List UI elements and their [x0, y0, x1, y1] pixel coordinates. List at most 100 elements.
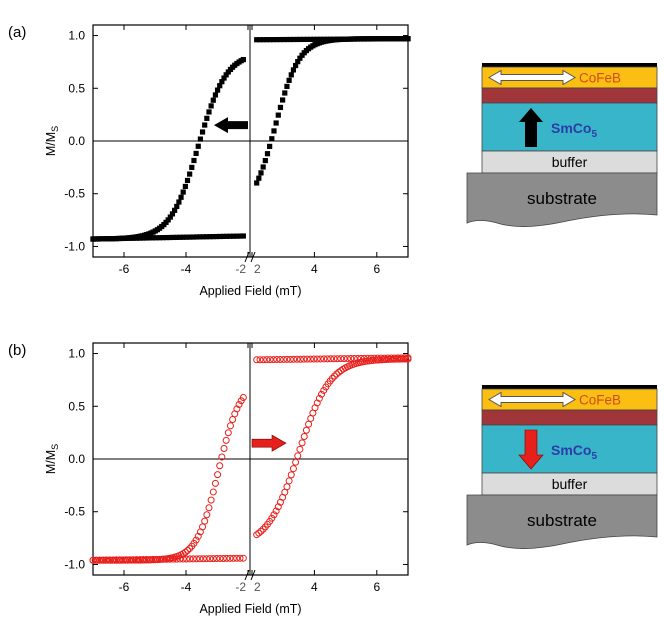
data-point	[265, 151, 270, 156]
x-tick-label: 4	[311, 580, 318, 594]
panel-label: (a)	[8, 24, 26, 41]
data-point	[258, 170, 263, 175]
data-point	[198, 136, 203, 141]
data-point	[183, 184, 188, 189]
layer-stack-schematic: CoFeBSmCo5buffersubstrate	[467, 63, 657, 227]
data-point	[278, 105, 283, 110]
data-point	[290, 466, 296, 472]
y-tick-label: 0.0	[68, 452, 85, 466]
data-point	[267, 144, 272, 149]
data-point	[271, 128, 276, 133]
data-point	[286, 478, 292, 484]
data-point	[230, 416, 236, 422]
panel-label: (b)	[8, 342, 26, 359]
x-tick-label: 2	[254, 262, 261, 276]
panel-b: (b) -1.0 -0.5 0.0 0.5 1.0 -6 -4 -2 2 4 6 Applied Fie…	[8, 342, 657, 616]
data-point	[217, 463, 223, 469]
data-point	[284, 84, 289, 89]
cap-layer	[482, 63, 657, 67]
y-tick-label: 0.5	[68, 399, 85, 413]
x-tick-label: -4	[181, 262, 192, 276]
data-point	[223, 437, 229, 443]
y-tick-label: 0.5	[68, 81, 85, 95]
data-point	[210, 489, 216, 495]
data-point	[405, 36, 410, 41]
cap-layer	[482, 385, 657, 389]
y-tick-label: -1.0	[64, 557, 85, 571]
data-point	[185, 178, 190, 183]
layer-stack-schematic: CoFeBSmCo5buffersubstrate	[467, 385, 657, 549]
panel-a: (a) -1.0 -0.5 0.0 0.5 1.0 -6 -4 -2 2 4 6 Applied Fie…	[8, 24, 657, 298]
data-point	[202, 518, 208, 524]
substrate-label: substrate	[527, 511, 597, 530]
data-point	[206, 109, 211, 114]
data-point	[303, 427, 309, 433]
data-point	[306, 421, 312, 427]
data-point	[287, 78, 292, 83]
data-point	[274, 120, 279, 125]
cofeb-label: CoFeB	[579, 71, 621, 86]
cofeb-label: CoFeB	[579, 393, 621, 408]
y-tick-label: 1.0	[68, 347, 85, 361]
data-point	[187, 171, 192, 176]
data-point	[282, 90, 287, 95]
data-point	[297, 446, 303, 452]
data-point	[204, 512, 210, 518]
data-point	[206, 505, 212, 511]
data-point	[189, 165, 194, 170]
y-axis-label: M/MS	[44, 444, 60, 474]
x-tick-label: -4	[181, 580, 192, 594]
buffer-label: buffer	[552, 154, 588, 170]
data-point	[176, 199, 181, 204]
data-point	[178, 195, 183, 200]
y-tick-label: 1.0	[68, 29, 85, 43]
y-tick-label: 0.0	[68, 134, 85, 148]
x-tick-label: 6	[373, 262, 380, 276]
data-point	[254, 180, 259, 185]
data-point	[221, 445, 227, 451]
y-tick-label: -0.5	[64, 505, 85, 519]
data-point	[200, 524, 206, 530]
buffer-label: buffer	[552, 476, 588, 492]
data-point	[301, 433, 307, 439]
x-tick-label: -2	[235, 262, 246, 276]
x-tick-label: -6	[119, 580, 130, 594]
data-point	[241, 233, 246, 238]
data-point	[200, 129, 205, 134]
data-point	[225, 430, 231, 436]
spacer-layer	[482, 410, 657, 425]
data-point	[276, 113, 281, 118]
y-tick-label: -0.5	[64, 187, 85, 201]
shift-arrow-right	[252, 435, 286, 451]
y-axis-label: M/MS	[44, 126, 60, 156]
data-point	[263, 158, 268, 163]
data-point	[209, 103, 214, 108]
data-point	[212, 480, 218, 486]
y-tick-label: -1.0	[64, 239, 85, 253]
data-point	[269, 136, 274, 141]
data-point	[215, 472, 221, 478]
spacer-layer	[482, 88, 657, 103]
x-tick-label: -6	[119, 262, 130, 276]
x-tick-label: 6	[373, 580, 380, 594]
x-tick-label: 2	[254, 580, 261, 594]
data-point	[280, 97, 285, 102]
substrate-label: substrate	[527, 189, 597, 208]
x-tick-label: -2	[235, 580, 246, 594]
data-point	[196, 144, 201, 149]
data-point	[213, 92, 218, 97]
data-point	[241, 57, 246, 62]
data-point	[202, 122, 207, 127]
data-point	[204, 116, 209, 121]
data-point	[293, 459, 299, 465]
data-point	[191, 158, 196, 163]
data-point	[295, 453, 301, 459]
x-axis-label: Applied Field (mT)	[199, 602, 301, 616]
data-point	[299, 440, 305, 446]
data-point	[193, 151, 198, 156]
x-axis-label: Applied Field (mT)	[199, 284, 301, 298]
shift-arrow-left	[214, 117, 248, 133]
data-point	[227, 423, 233, 429]
data-point	[181, 189, 186, 194]
